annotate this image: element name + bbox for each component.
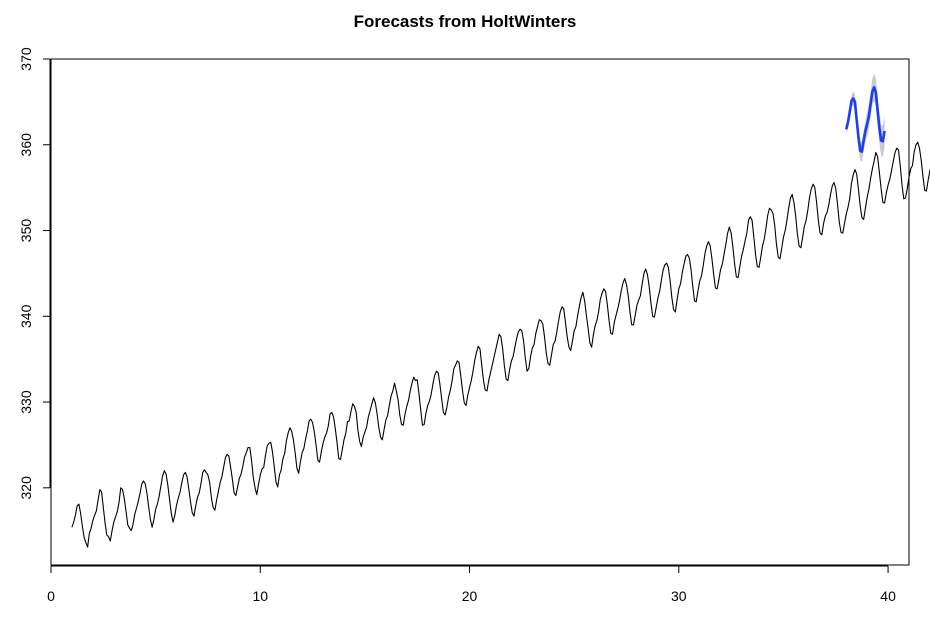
chart-title: Forecasts from HoltWinters — [353, 12, 577, 31]
y-tick-label: 320 — [18, 476, 34, 500]
x-axis: 0 10 20 30 40 — [47, 565, 896, 604]
y-tick-label: 370 — [18, 47, 34, 71]
y-tick-label: 330 — [18, 390, 34, 414]
series-layer — [71, 86, 930, 548]
x-tick-label: 0 — [47, 588, 55, 604]
plot-frame — [50, 58, 910, 566]
y-tick-label: 350 — [18, 219, 34, 243]
forecast-series-line — [844, 86, 886, 153]
y-tick-label: 340 — [18, 304, 34, 328]
observed-series-line — [71, 141, 930, 548]
x-tick-label: 30 — [671, 588, 687, 604]
x-tick-label: 20 — [462, 588, 478, 604]
x-tick-label: 10 — [252, 588, 268, 604]
x-tick-label: 40 — [880, 588, 896, 604]
y-axis: 320 330 340 350 360 370 — [18, 47, 51, 500]
y-tick-label: 360 — [18, 133, 34, 157]
